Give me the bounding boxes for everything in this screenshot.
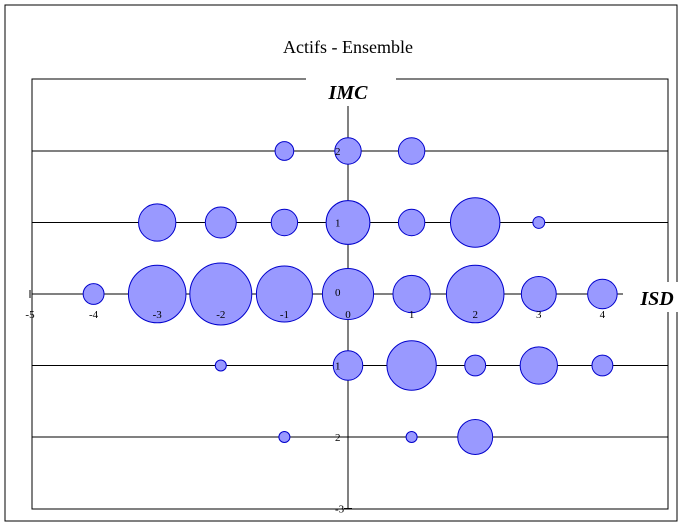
bubble-25 (278, 430, 291, 444)
y-tick-label-5: 2 (335, 146, 341, 158)
bubble-6 (325, 200, 371, 245)
bubble-8 (450, 197, 501, 248)
bubble-15 (392, 274, 431, 314)
x-tick-label-9: 4 (600, 309, 606, 321)
chart-title: Actifs - Ensemble (283, 37, 413, 57)
bubble-0 (274, 141, 295, 161)
y-tick-label-3: 0 (335, 287, 341, 299)
y-axis-title: IMC (328, 82, 369, 104)
x-tick-label-8: 3 (536, 309, 542, 321)
y-tick-label-1: 2 (335, 432, 341, 444)
bubble-7 (397, 208, 426, 237)
x-tick-label-0: -5 (25, 309, 35, 321)
y-tick-label-2: 1 (335, 361, 341, 373)
x-tick-label-7: 2 (472, 309, 478, 321)
bubble-1 (334, 137, 362, 165)
bubble-2 (397, 137, 426, 165)
bubble-3 (138, 203, 177, 242)
bubble-21 (386, 340, 437, 391)
tick-labels: -5 -4 -3 -2 -1 0 1 2 3 4 -3 2 1 0 1 2 (25, 146, 605, 516)
x-tick-label-2: -3 (153, 309, 163, 321)
x-tick-label-1: -4 (89, 309, 99, 321)
x-tick-label-4: -1 (280, 309, 289, 321)
bubble-19 (214, 359, 227, 372)
bubble-24 (591, 354, 614, 377)
bubble-20 (332, 350, 364, 381)
title-background (232, 30, 432, 60)
bubble-17 (520, 276, 557, 312)
bubble-9 (532, 216, 546, 229)
bubble-22 (464, 354, 487, 377)
bubble-4 (204, 206, 237, 239)
bubble-26 (405, 430, 418, 444)
bubbles (82, 137, 618, 455)
bubble-14 (321, 267, 375, 321)
bubble-27 (457, 419, 494, 455)
bubble-13 (255, 265, 313, 323)
bubble-10 (82, 283, 105, 305)
bubble-5 (270, 208, 299, 237)
y-tick-label-4: 1 (335, 218, 341, 230)
y-axis-title-background (306, 76, 396, 106)
x-tick-label-6: 1 (409, 309, 415, 321)
bubble-12 (189, 262, 253, 326)
x-axis-title-background (623, 282, 679, 312)
bubble-16 (445, 264, 505, 324)
bubble-18 (587, 278, 618, 310)
y-tick-label-0: -3 (335, 504, 345, 516)
bubble-23 (519, 346, 558, 385)
x-tick-label-3: -2 (216, 309, 225, 321)
bubble-11 (127, 264, 187, 324)
x-axis-title: ISD (639, 288, 673, 310)
x-tick-label-5: 0 (345, 309, 351, 321)
